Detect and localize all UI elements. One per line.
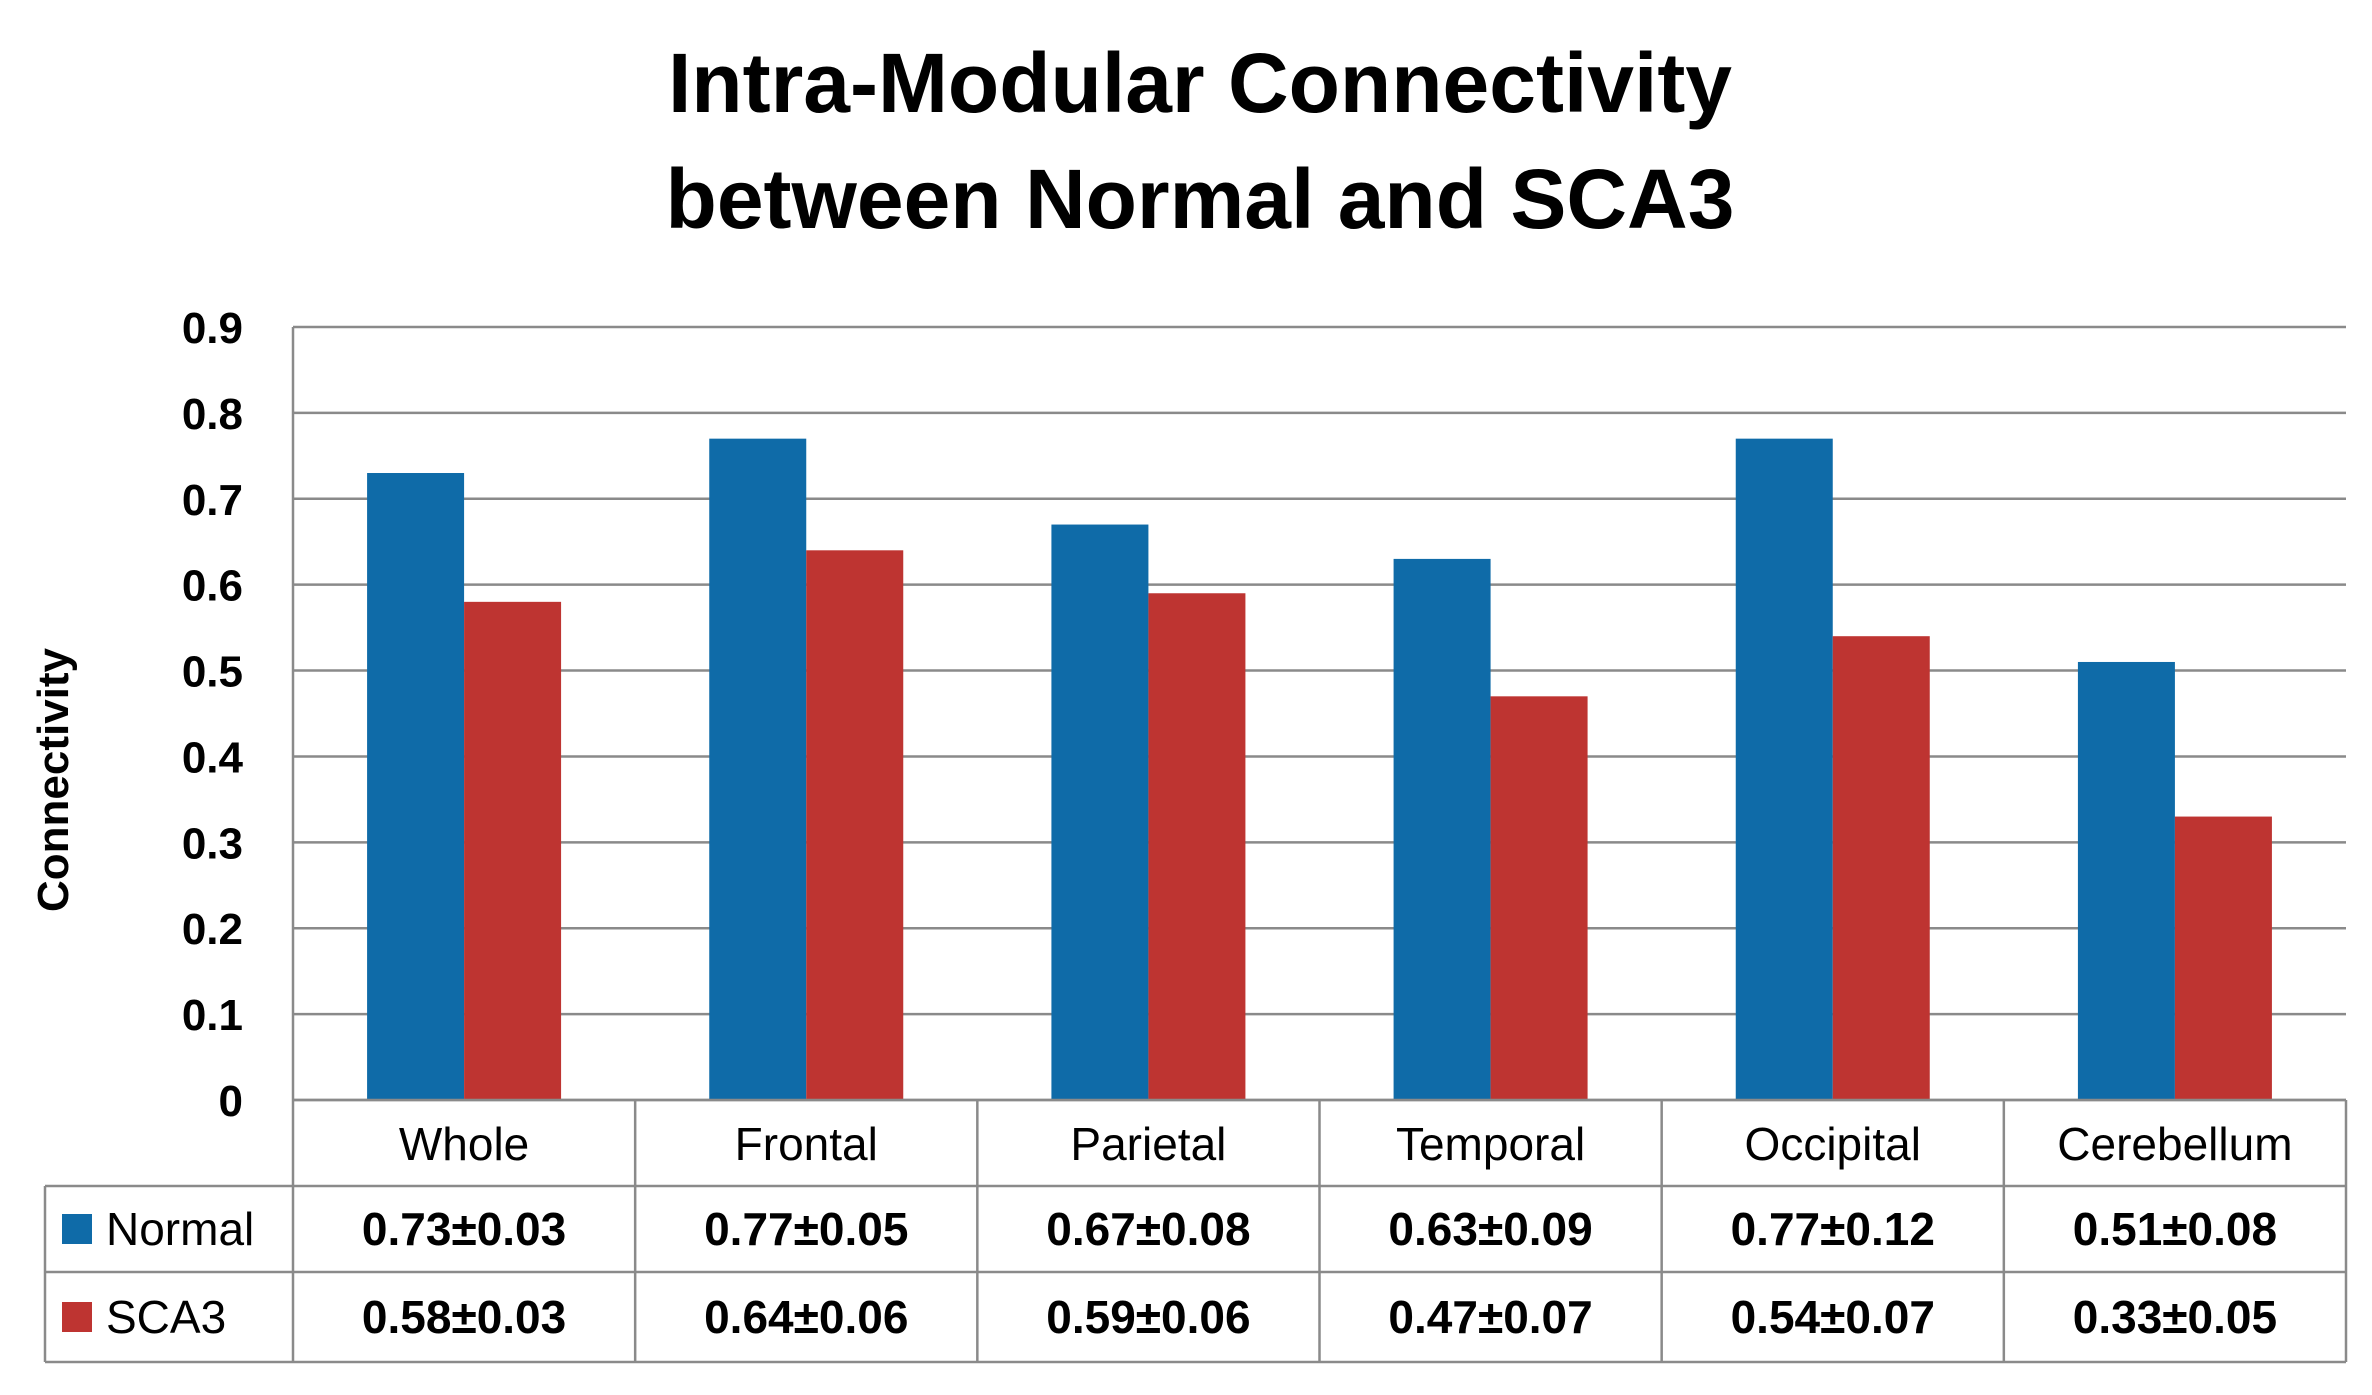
data-label: 0.63±0.09 xyxy=(1388,1203,1592,1255)
data-table: Whole Frontal Parietal Temporal Occipital Cer… xyxy=(43,1098,2348,1364)
y-tick-label: 0.9 xyxy=(182,304,243,353)
chart-title-line-2: between Normal and SCA3 xyxy=(666,152,1735,246)
data-label: 0.73±0.03 xyxy=(362,1203,566,1255)
bar-normal-frontal xyxy=(709,438,807,1101)
data-label: 0.77±0.05 xyxy=(704,1203,908,1255)
x-tick-label: Parietal xyxy=(1070,1118,1226,1170)
y-tick-label: 0 xyxy=(219,1077,243,1126)
gridlines xyxy=(291,325,2346,1102)
bar-normal-whole xyxy=(367,473,465,1100)
y-axis-ticks: 0 0.1 0.2 0.3 0.4 0.5 0.6 0.7 0.8 0.9 xyxy=(182,304,244,1126)
y-tick-label: 0.4 xyxy=(182,733,244,782)
x-tick-label: Occipital xyxy=(1745,1118,1921,1170)
data-label: 0.51±0.08 xyxy=(2073,1203,2277,1255)
bar-normal-cerebellum xyxy=(2077,661,2175,1100)
y-tick-label: 0.8 xyxy=(182,390,243,439)
legend-label-normal: Normal xyxy=(106,1203,254,1255)
y-tick-label: 0.5 xyxy=(182,648,243,697)
data-label: 0.59±0.06 xyxy=(1046,1291,1250,1343)
bar-sca3-whole xyxy=(464,601,562,1100)
data-label: 0.58±0.03 xyxy=(362,1291,566,1343)
bar-normal-parietal xyxy=(1051,524,1149,1100)
chart-title: Intra-Modular Connectivity between Norma… xyxy=(666,36,1735,246)
bars xyxy=(367,438,2272,1101)
x-tick-label: Cerebellum xyxy=(2057,1118,2292,1170)
data-label: 0.54±0.07 xyxy=(1731,1291,1935,1343)
bar-normal-temporal xyxy=(1393,558,1491,1100)
bar-sca3-occipital xyxy=(1832,636,1930,1100)
y-tick-label: 0.6 xyxy=(182,562,243,611)
x-tick-label: Whole xyxy=(399,1118,529,1170)
x-tick-label: Frontal xyxy=(735,1118,878,1170)
data-label: 0.47±0.07 xyxy=(1388,1291,1592,1343)
x-tick-label: Temporal xyxy=(1396,1118,1585,1170)
legend-swatch-sca3 xyxy=(62,1302,92,1332)
legend-swatch-normal xyxy=(62,1214,92,1244)
bar-normal-occipital xyxy=(1735,438,1833,1101)
y-tick-label: 0.7 xyxy=(182,476,243,525)
data-label: 0.64±0.06 xyxy=(704,1291,908,1343)
bar-sca3-frontal xyxy=(806,550,904,1100)
chart-title-line-1: Intra-Modular Connectivity xyxy=(668,36,1732,130)
legend-label-sca3: SCA3 xyxy=(106,1291,226,1343)
data-label: 0.33±0.05 xyxy=(2073,1291,2277,1343)
y-tick-label: 0.1 xyxy=(182,991,243,1040)
bar-sca3-temporal xyxy=(1490,696,1588,1100)
y-tick-label: 0.2 xyxy=(182,905,243,954)
bar-sca3-parietal xyxy=(1148,593,1246,1100)
data-label: 0.67±0.08 xyxy=(1046,1203,1250,1255)
data-label: 0.77±0.12 xyxy=(1731,1203,1935,1255)
bar-sca3-cerebellum xyxy=(2174,816,2272,1100)
y-tick-label: 0.3 xyxy=(182,819,243,868)
y-axis-label: Connectivity xyxy=(29,647,78,912)
